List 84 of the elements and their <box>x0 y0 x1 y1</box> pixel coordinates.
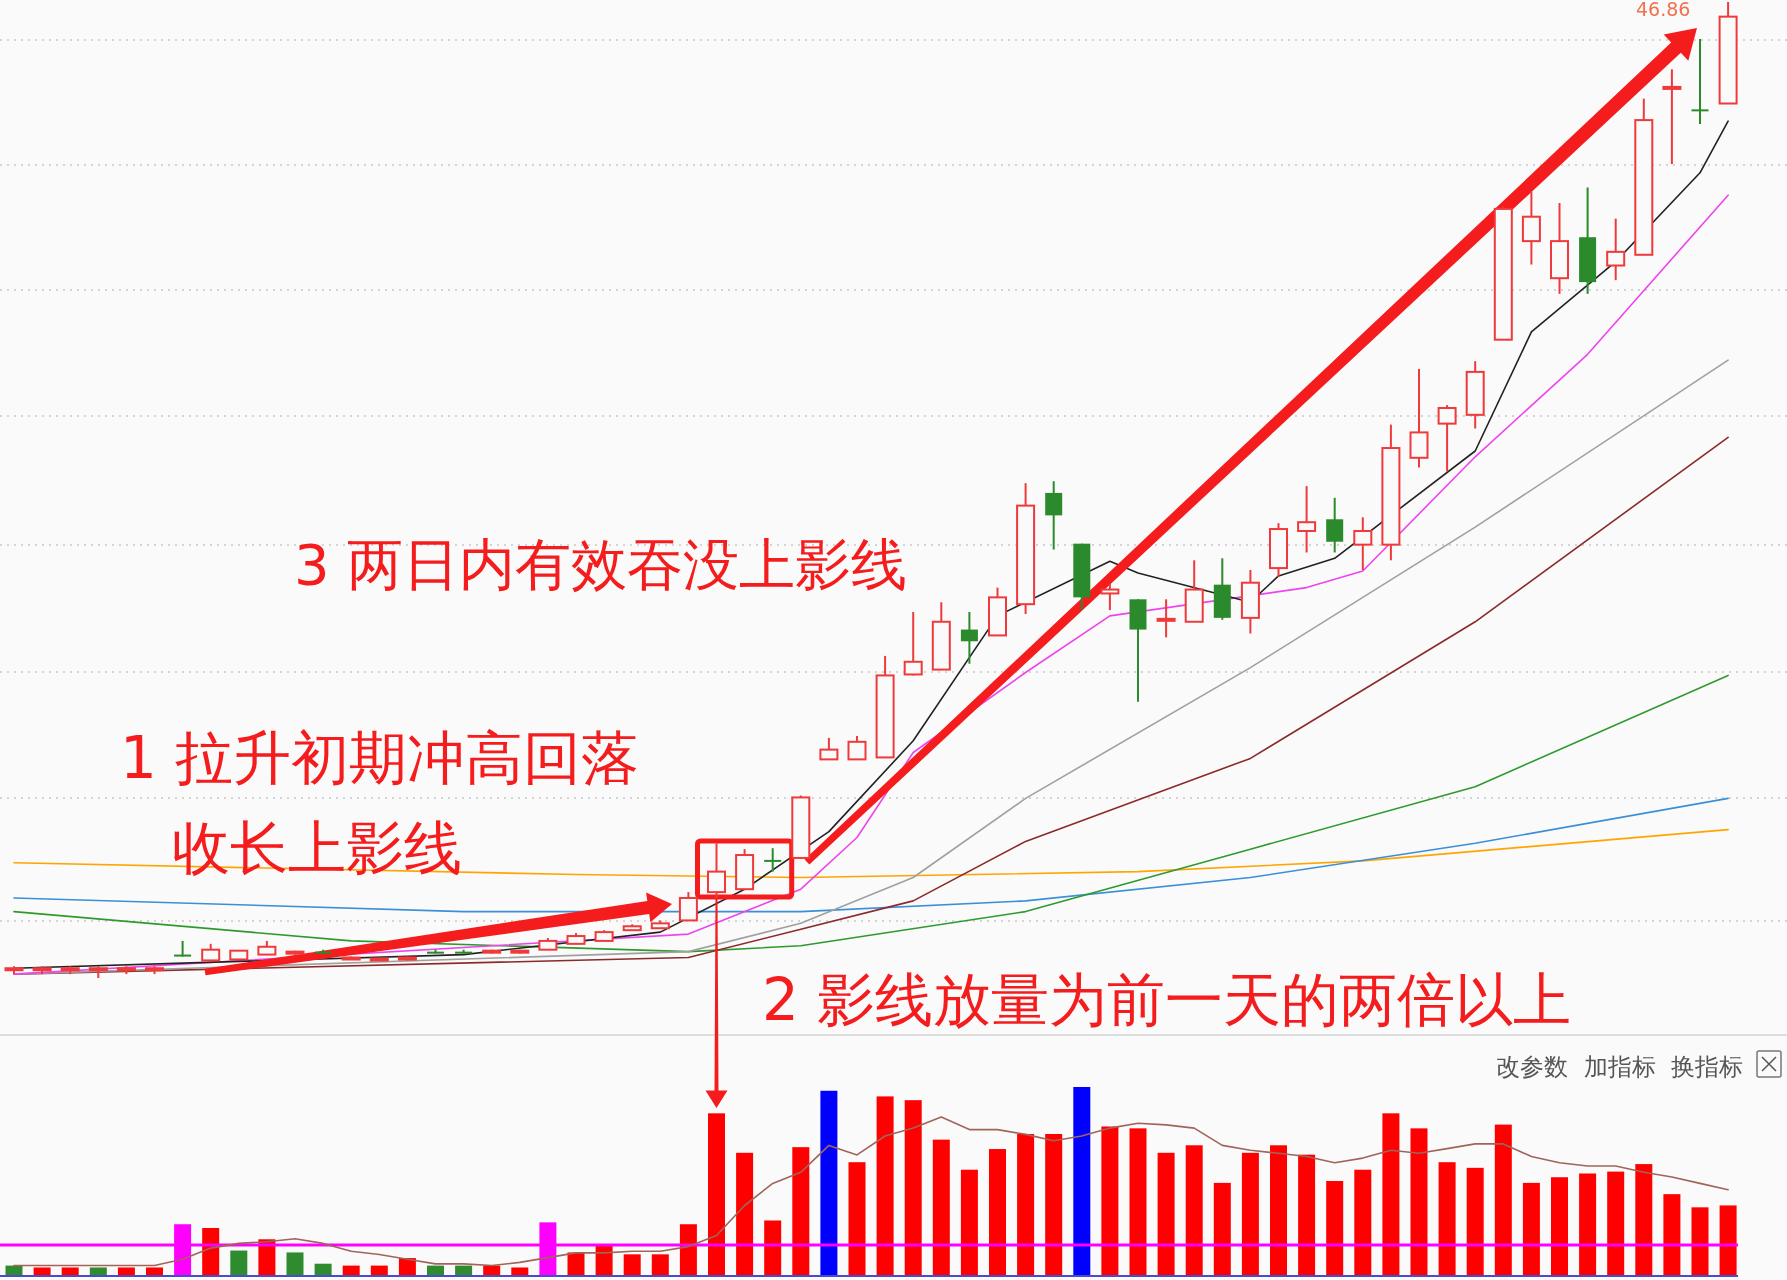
bar <box>764 1220 782 1275</box>
bar <box>1466 1167 1484 1275</box>
bar <box>33 1267 51 1275</box>
candlestick <box>1691 38 1709 125</box>
bar <box>1494 1124 1512 1275</box>
candlestick <box>1662 68 1682 166</box>
bar <box>1157 1152 1175 1275</box>
bar <box>314 1263 332 1275</box>
bar <box>1719 1205 1737 1275</box>
candlestick <box>1297 485 1317 554</box>
candlestick <box>1606 217 1626 282</box>
bar <box>1382 1113 1400 1275</box>
bar <box>651 1254 669 1275</box>
bar <box>904 1100 922 1275</box>
bar <box>89 1267 107 1275</box>
text: 换指标 <box>1671 1053 1743 1081</box>
bar <box>146 1267 163 1275</box>
candlestick <box>847 734 867 761</box>
bar <box>1241 1152 1259 1275</box>
bar <box>989 1149 1006 1275</box>
bar <box>1129 1128 1147 1275</box>
bar <box>848 1162 866 1275</box>
bar <box>1438 1162 1456 1275</box>
bar <box>398 1258 416 1275</box>
bar <box>1326 1181 1344 1275</box>
bar <box>1691 1207 1709 1275</box>
bar <box>932 1139 950 1275</box>
bar <box>1017 1134 1035 1275</box>
bar <box>202 1228 220 1275</box>
bar <box>1298 1154 1316 1275</box>
bar <box>623 1254 641 1275</box>
candlestick <box>819 736 839 761</box>
bar <box>1410 1128 1428 1275</box>
annotation: 2 影线放量为前一天的两倍以上 <box>762 966 1572 1034</box>
bar <box>1045 1134 1063 1275</box>
candlestick <box>174 939 192 958</box>
bar <box>511 1267 529 1275</box>
bar <box>5 1265 23 1275</box>
bar <box>1522 1182 1540 1275</box>
bar <box>61 1267 79 1275</box>
bar <box>342 1265 360 1275</box>
bar <box>1579 1173 1597 1275</box>
annotation: 收长上影线 <box>172 814 462 882</box>
candlestick <box>1353 516 1373 572</box>
bar <box>370 1265 388 1275</box>
bar <box>1354 1169 1372 1275</box>
bar <box>1270 1145 1287 1275</box>
bar <box>230 1250 248 1275</box>
bar <box>1663 1194 1681 1275</box>
bar <box>708 1113 725 1275</box>
bar <box>483 1265 501 1275</box>
bar <box>820 1090 838 1275</box>
candlestick <box>960 611 978 665</box>
annotation: 1 拉升初期冲高回落 <box>120 724 640 792</box>
bar <box>1635 1164 1653 1275</box>
candlestick <box>903 611 923 677</box>
bar <box>1185 1145 1203 1275</box>
bar <box>1551 1177 1568 1275</box>
bar <box>567 1252 585 1275</box>
bar <box>876 1096 894 1275</box>
bar <box>1607 1171 1625 1275</box>
candlestick <box>1326 496 1344 554</box>
bar <box>286 1252 304 1275</box>
bar <box>960 1169 978 1275</box>
candlestick <box>764 847 782 873</box>
bar <box>595 1244 613 1275</box>
bar <box>427 1265 444 1275</box>
candlestick <box>1156 598 1176 639</box>
candlestick <box>707 842 726 899</box>
candlestick <box>1437 404 1457 473</box>
candlestick <box>1045 480 1063 551</box>
candlestick <box>678 891 698 922</box>
bar <box>736 1152 754 1275</box>
text: 加指标 <box>1584 1053 1656 1081</box>
bar <box>117 1267 135 1275</box>
bar <box>1213 1182 1231 1275</box>
annotation: 46.86 <box>1636 0 1691 20</box>
bar <box>792 1147 810 1275</box>
annotation: 3 两日内有效吞没上影线 <box>294 532 908 597</box>
text: 改参数 <box>1496 1053 1568 1081</box>
bar <box>1101 1126 1119 1275</box>
bar <box>679 1224 697 1275</box>
bar <box>455 1265 473 1275</box>
bar <box>1073 1087 1091 1275</box>
